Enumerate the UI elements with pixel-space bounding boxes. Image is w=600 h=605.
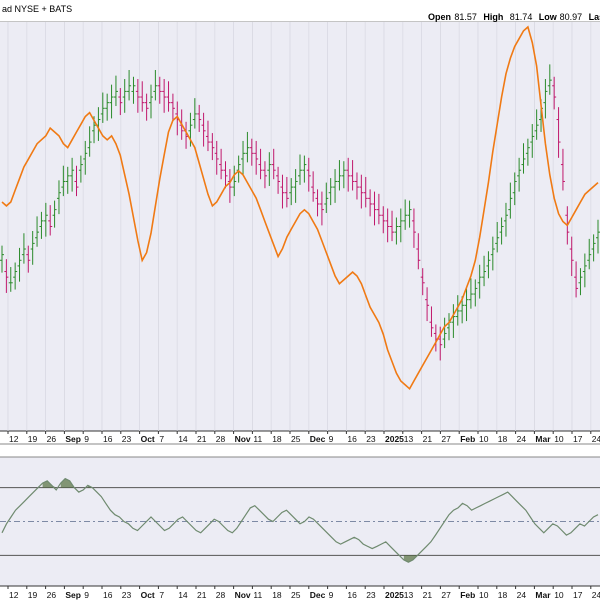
indicator-overbought-fill (42, 478, 93, 488)
x-tick-label-bottom: Sep (65, 590, 81, 600)
x-tick-label-top: 9 (84, 434, 89, 444)
x-tick-label-top: 26 (47, 434, 57, 444)
x-tick-label-top: 21 (197, 434, 207, 444)
x-tick-label-bottom: 11 (253, 590, 262, 600)
x-tick-label-bottom: Nov (235, 590, 251, 600)
x-tick-label-top: 12 (9, 434, 19, 444)
x-tick-label-top: 23 (122, 434, 132, 444)
x-tick-label-bottom: 18 (498, 590, 508, 600)
x-tick-label-bottom: 10 (479, 590, 489, 600)
x-tick-label-top: 2025 (385, 434, 404, 444)
open-value: 81.57 (454, 12, 477, 22)
x-tick-label-top: 10 (479, 434, 489, 444)
x-tick-label-bottom: 25 (291, 590, 301, 600)
x-tick-label-bottom: 24 (592, 590, 600, 600)
x-tick-label-bottom: 7 (159, 590, 164, 600)
x-tick-label-bottom: 14 (178, 590, 188, 600)
indicator-oversold-fill (403, 555, 418, 563)
indicator-line (1, 477, 599, 563)
price-panel (0, 22, 600, 431)
x-tick-label-top: 28 (216, 434, 226, 444)
x-tick-label-bottom: 16 (347, 590, 357, 600)
x-tick-label-top: Sep (65, 434, 81, 444)
x-tick-label-top: 24 (517, 434, 527, 444)
x-tick-label-bottom: Feb (460, 590, 475, 600)
low-label: Low (539, 12, 558, 22)
x-tick-label-top: 18 (272, 434, 282, 444)
x-tick-label-top: 16 (103, 434, 113, 444)
x-tick-label-top: 13 (404, 434, 414, 444)
x-tick-label-bottom: 9 (84, 590, 89, 600)
x-tick-label-bottom: 21 (197, 590, 207, 600)
x-tick-label-top: 18 (498, 434, 508, 444)
x-tick-label-top: Oct (141, 434, 155, 444)
x-tick-label-bottom: 26 (47, 590, 57, 600)
x-tick-label-top: 27 (441, 434, 451, 444)
x-tick-label-top: 25 (291, 434, 301, 444)
x-tick-label-bottom: 23 (122, 590, 132, 600)
overlay-line (1, 25, 599, 391)
x-tick-label-top: 17 (573, 434, 583, 444)
x-tick-label-top: 24 (592, 434, 600, 444)
x-tick-label-bottom: 2025 (385, 590, 404, 600)
x-tick-label-top: 21 (423, 434, 433, 444)
x-tick-label-bottom: 18 (272, 590, 282, 600)
x-tick-label-top: Mar (535, 434, 551, 444)
x-tick-label-bottom: 16 (103, 590, 113, 600)
x-tick-label-top: 11 (253, 434, 262, 444)
high-value: 81.74 (510, 12, 533, 22)
low-value: 80.97 (560, 12, 583, 22)
x-tick-label-bottom: 21 (423, 590, 433, 600)
x-axis-band-top (0, 431, 600, 444)
x-tick-label-bottom: 9 (329, 590, 334, 600)
x-tick-label-bottom: Oct (141, 590, 155, 600)
header-bar (0, 0, 600, 22)
x-tick-label-top: 23 (366, 434, 376, 444)
x-axis-band-bottom (0, 586, 600, 600)
x-tick-label-bottom: Mar (535, 590, 551, 600)
x-tick-label-bottom: 24 (517, 590, 527, 600)
last-label: Last (589, 12, 600, 22)
high-label: High (483, 12, 503, 22)
open-label: Open (428, 12, 451, 22)
x-tick-label-bottom: 28 (216, 590, 226, 600)
x-tick-label-bottom: 27 (441, 590, 451, 600)
x-tick-label-bottom: 10 (554, 590, 564, 600)
x-tick-label-bottom: Dec (310, 590, 326, 600)
x-tick-label-top: 19 (28, 434, 38, 444)
x-tick-label-bottom: 13 (404, 590, 414, 600)
exchange-label: ad NYSE + BATS (2, 4, 72, 14)
x-tick-label-bottom: 23 (366, 590, 376, 600)
x-tick-label-bottom: 19 (28, 590, 38, 600)
x-tick-label-top: Nov (235, 434, 251, 444)
x-tick-label-bottom: 12 (9, 590, 19, 600)
x-tick-label-top: 9 (329, 434, 334, 444)
x-tick-label-top: 14 (178, 434, 188, 444)
x-tick-label-top: Dec (310, 434, 326, 444)
x-tick-label-top: 7 (159, 434, 164, 444)
x-tick-label-bottom: 17 (573, 590, 583, 600)
x-tick-label-top: 10 (554, 434, 564, 444)
x-tick-label-top: Feb (460, 434, 475, 444)
x-tick-label-top: 16 (347, 434, 357, 444)
